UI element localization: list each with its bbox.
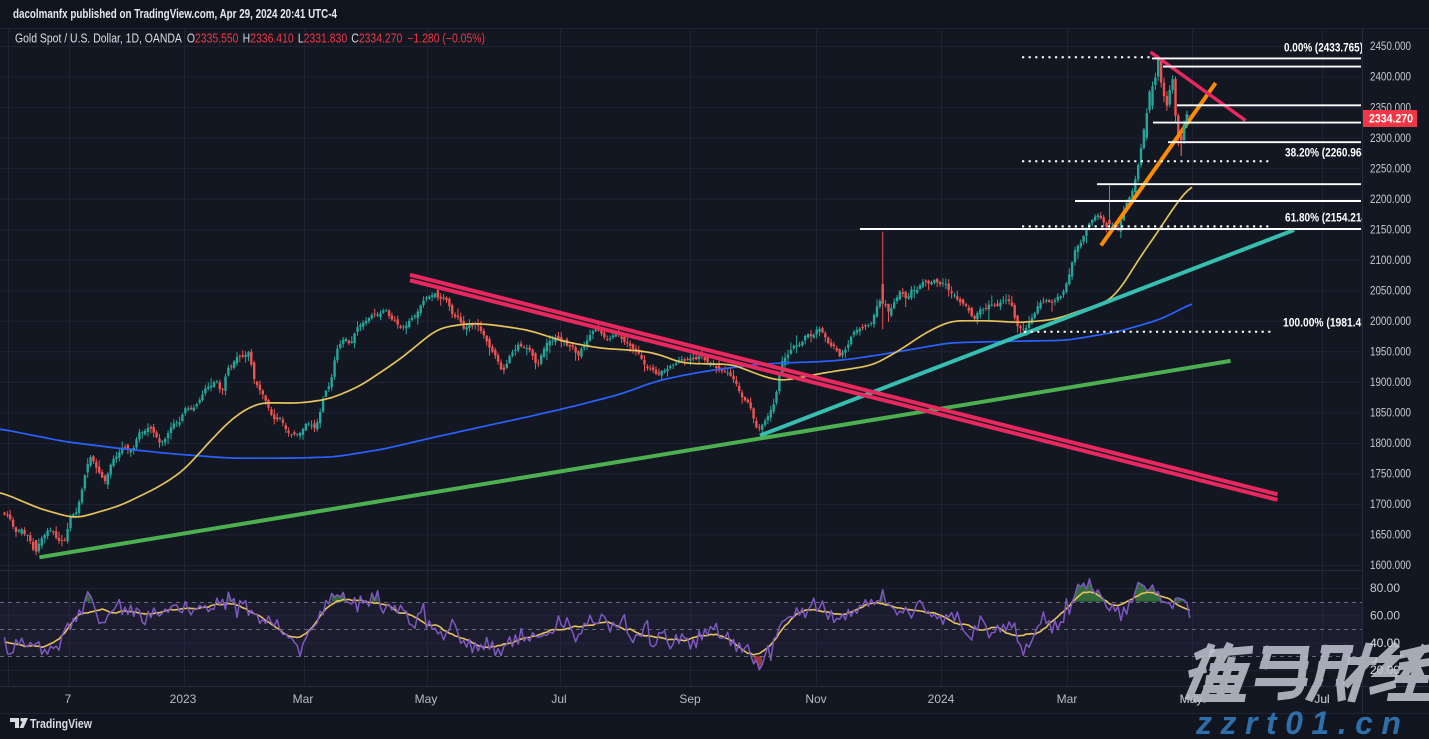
svg-text:2000.000: 2000.000 [1370, 316, 1411, 328]
svg-text:Gold Spot / U.S. Dollar, 1D, O: Gold Spot / U.S. Dollar, 1D, OANDAO2335.… [15, 32, 485, 46]
svg-text:TradingView: TradingView [30, 717, 92, 731]
svg-text:2334.270: 2334.270 [1369, 112, 1413, 126]
svg-text:2200.000: 2200.000 [1370, 194, 1411, 206]
svg-text:100.00% (1981.41: 100.00% (1981.41 [1283, 316, 1367, 330]
svg-text:2450.000: 2450.000 [1370, 41, 1411, 53]
svg-text:1800.000: 1800.000 [1370, 438, 1411, 450]
svg-text:38.20% (2260.968: 38.20% (2260.968 [1285, 146, 1367, 160]
svg-text:2400.000: 2400.000 [1370, 72, 1411, 84]
svg-text:1850.000: 1850.000 [1370, 408, 1411, 420]
svg-text:zzrt01.cn: zzrt01.cn [1195, 705, 1409, 739]
svg-text:Sep: Sep [679, 692, 701, 706]
svg-text:20.00: 20.00 [1370, 665, 1400, 677]
svg-text:40.00: 40.00 [1370, 638, 1400, 650]
svg-text:Nov: Nov [805, 692, 826, 706]
svg-text:1650.000: 1650.000 [1370, 530, 1411, 542]
svg-text:2250.000: 2250.000 [1370, 163, 1411, 175]
svg-text:60.00: 60.00 [1370, 611, 1400, 623]
svg-text:1600.000: 1600.000 [1370, 560, 1411, 572]
svg-text:2023: 2023 [170, 692, 197, 706]
svg-text:dacolmanfx published on Tradin: dacolmanfx published on TradingView.com,… [13, 7, 337, 21]
svg-text:80.00: 80.00 [1370, 583, 1400, 595]
svg-text:2024: 2024 [928, 692, 955, 706]
svg-text:1750.000: 1750.000 [1370, 469, 1411, 481]
svg-text:0.00% (2433.765): 0.00% (2433.765) [1284, 41, 1363, 55]
svg-text:1950.000: 1950.000 [1370, 347, 1411, 359]
svg-text:7: 7 [65, 692, 72, 706]
svg-text:2300.000: 2300.000 [1370, 133, 1411, 145]
svg-text:1700.000: 1700.000 [1370, 499, 1411, 511]
svg-text:2050.000: 2050.000 [1370, 285, 1411, 297]
svg-text:2150.000: 2150.000 [1370, 224, 1411, 236]
svg-text:1900.000: 1900.000 [1370, 377, 1411, 389]
svg-text:2100.000: 2100.000 [1370, 255, 1411, 267]
svg-text:Jul: Jul [1314, 692, 1329, 706]
svg-text:61.80% (2154.214: 61.80% (2154.214 [1285, 211, 1367, 225]
svg-text:Mar: Mar [293, 692, 314, 706]
svg-text:May: May [1180, 692, 1203, 706]
svg-text:Mar: Mar [1057, 692, 1078, 706]
svg-text:May: May [415, 692, 438, 706]
svg-text:Jul: Jul [551, 692, 566, 706]
svg-text:Jul: Jul [1314, 692, 1329, 706]
